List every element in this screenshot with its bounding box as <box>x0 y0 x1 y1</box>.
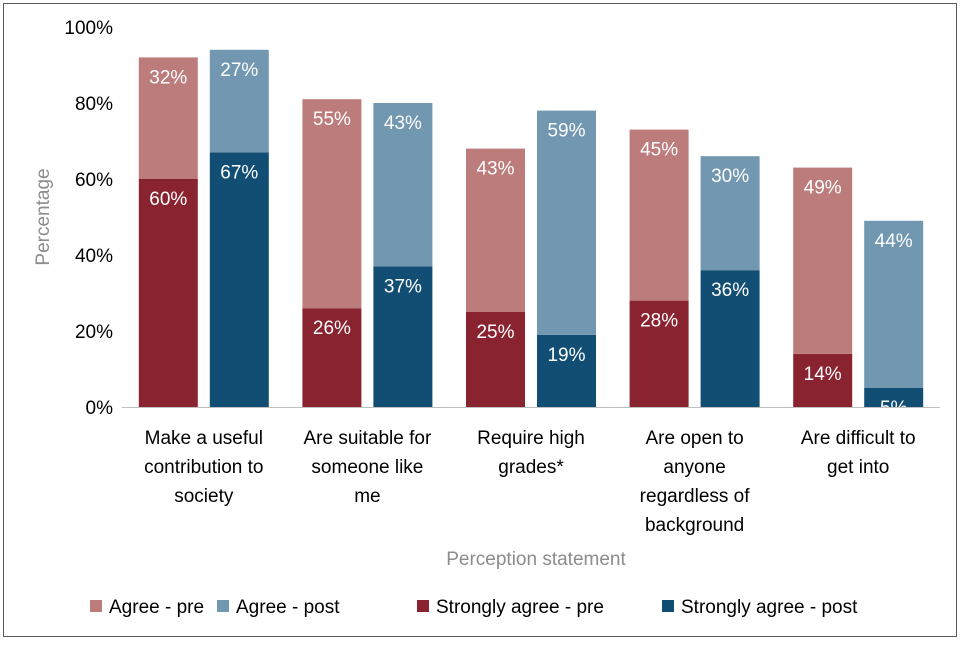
data-label: 67% <box>220 162 258 183</box>
data-label: 45% <box>640 140 678 161</box>
data-label: 37% <box>384 276 422 297</box>
bar-segment <box>864 220 924 388</box>
bar-segment <box>209 49 269 153</box>
bar-segment <box>373 103 433 267</box>
x-axis-title: Perception statement <box>446 549 626 570</box>
data-label: 43% <box>384 113 422 134</box>
legend-swatch <box>90 600 102 612</box>
legend-item: Strongly agree - pre <box>417 597 604 618</box>
legend-swatch <box>662 600 674 612</box>
y-tick-label: 100% <box>64 18 113 39</box>
data-label: 25% <box>476 322 514 343</box>
data-label: 36% <box>711 280 749 301</box>
x-tick-label: Require high grades* <box>477 428 585 478</box>
bar-segment <box>209 152 269 407</box>
x-tick-label: Are difficult to get into <box>801 428 916 478</box>
x-tick-label: Are suitable for someone like me <box>304 428 432 507</box>
data-label: 5% <box>880 398 908 419</box>
legend-label: Strongly agree - pre <box>436 597 604 618</box>
legend-item: Strongly agree - post <box>662 597 858 618</box>
y-tick-label: 0% <box>86 398 114 419</box>
bar-segment <box>466 312 525 407</box>
y-axis-title: Percentage <box>33 168 54 265</box>
bar-segment <box>138 57 198 179</box>
bar-segment <box>138 179 198 407</box>
legend-swatch <box>217 600 229 612</box>
bar-segment <box>793 353 853 407</box>
bar-segment <box>700 156 760 271</box>
data-label: 26% <box>313 318 351 339</box>
bar-segment <box>537 334 596 407</box>
data-label: 44% <box>875 231 913 252</box>
legend: Agree - pre Agree - post Strongly agree - … <box>90 597 858 618</box>
data-label: 32% <box>149 67 187 88</box>
data-label: 55% <box>313 109 351 130</box>
legend-item: Agree - post <box>217 597 340 618</box>
legend-label: Strongly agree - post <box>681 597 858 618</box>
y-tick-label: 40% <box>75 246 113 267</box>
bar-segment <box>302 308 362 407</box>
x-tick-label: Are open to anyone regardless of background <box>640 428 751 536</box>
bar-segment <box>700 270 760 407</box>
data-label: 43% <box>476 159 514 180</box>
bar-segment <box>373 266 433 407</box>
bar-segment <box>629 129 689 301</box>
bar-segment <box>537 110 596 335</box>
data-label: 28% <box>640 311 678 332</box>
data-label: 19% <box>547 345 585 366</box>
legend-label: Agree - post <box>236 597 340 618</box>
bars <box>138 49 924 407</box>
data-label: 27% <box>220 60 258 81</box>
bar-segment <box>864 388 924 407</box>
legend-item: Agree - pre <box>90 597 204 618</box>
y-tick-label: 80% <box>75 94 113 115</box>
bar-labels: 60% 32% 67% 27% 26% 55% 37% 43% 25% 43% 19% 59% 28% 4… <box>149 60 913 419</box>
y-tick-label: 60% <box>75 170 113 191</box>
legend-swatch <box>417 600 429 612</box>
data-label: 60% <box>149 189 187 210</box>
legend-label: Agree - pre <box>109 597 204 618</box>
bar-segment <box>302 99 362 309</box>
x-axis: Make a useful contribution to society Are s… <box>144 428 915 536</box>
bar-segment <box>466 148 525 312</box>
y-axis: 0% 20% 40% 60% 80% 100% <box>64 18 113 419</box>
bar-segment <box>629 300 689 407</box>
data-label: 14% <box>804 364 842 385</box>
data-label: 49% <box>804 178 842 199</box>
y-tick-label: 20% <box>75 322 113 343</box>
data-label: 30% <box>711 166 749 187</box>
bar-segment <box>793 167 853 354</box>
x-tick-label: Make a useful contribution to society <box>144 428 263 507</box>
data-label: 59% <box>547 121 585 142</box>
